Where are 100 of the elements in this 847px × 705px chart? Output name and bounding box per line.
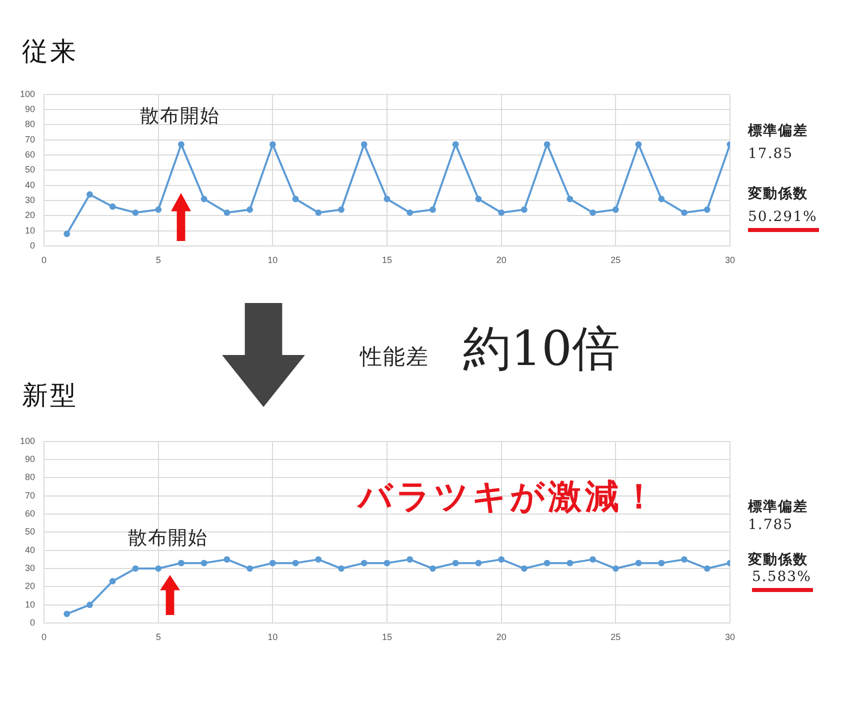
point — [612, 565, 619, 572]
y-tick-label: 60 — [24, 508, 35, 519]
point — [704, 206, 710, 213]
x-tick-label: 15 — [382, 254, 392, 265]
y-tick-label: 50 — [24, 164, 35, 175]
text: 変動係数 — [748, 552, 808, 568]
point — [109, 578, 116, 584]
x-tick-label: 0 — [41, 632, 47, 642]
point — [200, 560, 208, 566]
y-tick-label: 10 — [24, 225, 35, 236]
y-tick-label: 50 — [24, 526, 35, 537]
point — [681, 209, 688, 216]
y-tick-label: 80 — [24, 472, 35, 482]
y-tick-label: 100 — [20, 436, 35, 446]
y-tick-label: 30 — [24, 563, 35, 574]
point — [635, 560, 642, 566]
point — [590, 209, 596, 216]
point — [452, 141, 459, 148]
point — [132, 209, 139, 216]
y-tick-label: 30 — [24, 195, 35, 206]
point — [269, 141, 276, 148]
point — [178, 141, 184, 148]
point — [86, 191, 93, 198]
x-tick-label: 30 — [724, 254, 735, 265]
chart-title: 従来 — [22, 36, 78, 69]
point — [224, 556, 230, 563]
point — [269, 560, 276, 566]
y-tick-label: 70 — [24, 490, 35, 500]
point — [64, 610, 70, 618]
y-tick-label: 0 — [30, 617, 35, 628]
point — [635, 141, 642, 148]
x-tick-label: 10 — [268, 254, 278, 265]
annotation: 散布開始 — [128, 527, 208, 550]
point — [658, 196, 665, 202]
point — [155, 565, 162, 572]
text: 1.785 — [748, 517, 794, 534]
x-tick-label: 10 — [268, 632, 278, 642]
point — [224, 209, 230, 216]
x-tick-label: 15 — [382, 632, 392, 642]
point — [178, 560, 184, 566]
point — [86, 602, 93, 608]
point — [430, 206, 436, 213]
point — [384, 196, 390, 202]
point — [292, 560, 299, 566]
y-tick-label: 60 — [24, 150, 35, 160]
point — [681, 556, 688, 563]
point — [360, 141, 368, 148]
point — [315, 209, 322, 216]
point — [612, 206, 619, 213]
text: 標準偏差 — [748, 123, 808, 140]
point — [406, 556, 414, 563]
y-tick-label: 90 — [24, 454, 35, 464]
point — [566, 196, 574, 202]
point — [590, 556, 596, 563]
x-tick-label: 20 — [496, 254, 506, 265]
point — [64, 230, 70, 238]
point — [315, 556, 322, 563]
point — [246, 565, 253, 572]
text: 約10倍 — [463, 321, 620, 378]
x-tick-label: 0 — [41, 254, 47, 265]
y-tick-label: 100 — [20, 88, 35, 99]
point — [132, 565, 139, 572]
x-tick-label: 20 — [496, 632, 506, 642]
text: 50.291% — [748, 209, 820, 232]
y-tick-label: 10 — [24, 599, 35, 610]
point — [360, 560, 368, 566]
chart-title: 新型 — [22, 380, 78, 413]
x-tick-label: 5 — [156, 254, 161, 265]
text: 5.583% — [752, 569, 814, 592]
point — [475, 560, 482, 566]
y-tick-label: 40 — [24, 180, 35, 190]
point — [520, 206, 528, 213]
y-tick-label: 80 — [24, 119, 35, 130]
point — [498, 209, 505, 216]
point — [658, 560, 665, 566]
point — [704, 565, 710, 572]
y-tick-label: 40 — [24, 544, 35, 555]
text: 性能差 — [360, 345, 429, 370]
point — [246, 206, 253, 213]
y-tick-label: 70 — [24, 134, 35, 144]
point — [155, 206, 162, 213]
x-tick-label: 25 — [610, 254, 621, 265]
point — [520, 565, 528, 572]
y-tick-label: 0 — [30, 240, 35, 250]
point — [109, 203, 116, 210]
text: 標準偏差 — [748, 499, 808, 516]
text: 17.85 — [748, 146, 794, 162]
point — [338, 565, 344, 572]
point — [544, 560, 550, 566]
point — [498, 556, 505, 563]
point — [475, 196, 482, 202]
point — [566, 560, 574, 566]
point — [406, 209, 414, 216]
point — [430, 565, 436, 572]
x-tick-label: 30 — [724, 632, 735, 642]
y-tick-label: 90 — [24, 104, 35, 114]
point — [338, 206, 344, 213]
text: 変動係数 — [748, 186, 808, 202]
point — [200, 196, 208, 202]
x-tick-label: 5 — [156, 632, 161, 642]
